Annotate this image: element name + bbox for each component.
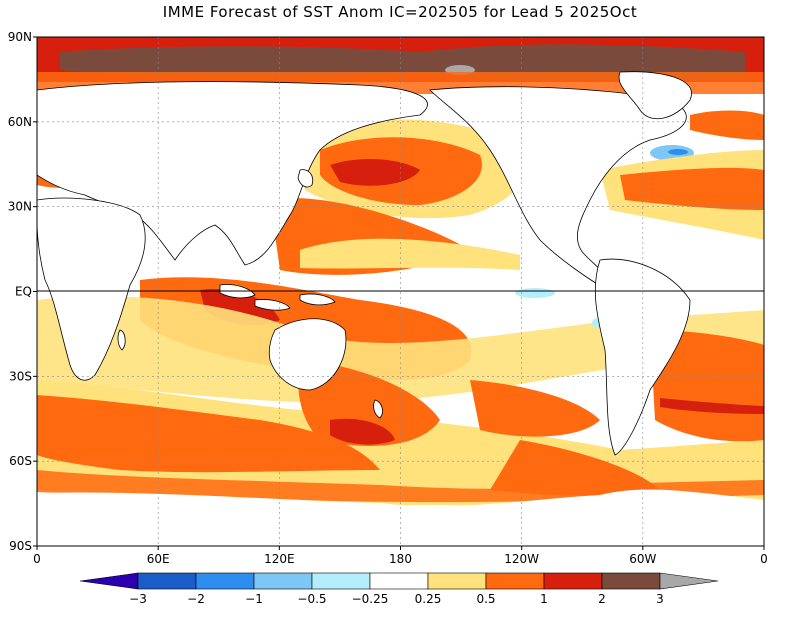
eq-pacific-cool (515, 288, 555, 298)
colorbar-segment (427, 572, 487, 590)
colorbar-label: 0.25 (415, 592, 442, 606)
latitude-axis: 90N 60N 30N EQ 30S 60S 90S (8, 30, 37, 553)
colorbar-label: −0.25 (352, 592, 389, 606)
australia (268, 318, 347, 391)
continents (37, 71, 692, 456)
lon-tick-label: 0 (760, 552, 768, 566)
longitude-axis: 0 60E 120E 180 120W 60W 0 (33, 546, 768, 566)
map-title: IMME Forecast of SST Anom IC=202505 for … (162, 3, 638, 21)
lon-tick-label: 180 (389, 552, 412, 566)
colorbar-label: −3 (129, 592, 147, 606)
lon-tick-label: 60W (629, 552, 656, 566)
lat-tick-label: 60N (8, 115, 32, 129)
lat-tick-label: 60S (9, 454, 32, 468)
lon-tick-label: 0 (33, 552, 41, 566)
south-indian-warm (37, 395, 380, 473)
lat-tick-label: 30S (9, 369, 32, 383)
colorbar-segment (137, 572, 197, 590)
colorbar-low-arrow (79, 572, 139, 590)
npac-hot-spot (330, 158, 420, 186)
colorbar: −3 −2 −1 −0.5 −0.25 0.25 0.5 1 2 3 (79, 572, 719, 606)
arctic-extreme-anomaly (60, 44, 745, 80)
colorbar-segment (253, 572, 313, 590)
colorbar-label: −1 (245, 592, 263, 606)
colorbar-label: −2 (187, 592, 205, 606)
colorbar-segment (311, 572, 371, 590)
colorbar-segment (543, 572, 603, 590)
lon-tick-label: 60E (147, 552, 170, 566)
colorbar-segment (485, 572, 545, 590)
colorbar-label: 3 (656, 592, 664, 606)
colorbar-label: 1 (540, 592, 548, 606)
colorbar-label: −0.5 (297, 592, 326, 606)
lon-tick-label: 120E (264, 552, 295, 566)
colorbar-segment (195, 572, 255, 590)
colorbar-label: 0.5 (476, 592, 495, 606)
colorbar-high-arrow (659, 572, 719, 590)
africa (37, 197, 146, 381)
lat-tick-label: 90N (8, 30, 32, 44)
greenland (618, 71, 692, 119)
lat-tick-label: EQ (15, 285, 32, 299)
colorbar-label: 2 (598, 592, 606, 606)
lon-tick-label: 120W (504, 552, 539, 566)
colorbar-segment (369, 572, 429, 590)
colorbar-segment (601, 572, 661, 590)
lat-tick-label: 90S (9, 539, 32, 553)
lat-tick-label: 30N (8, 200, 32, 214)
gridlines (37, 37, 764, 546)
